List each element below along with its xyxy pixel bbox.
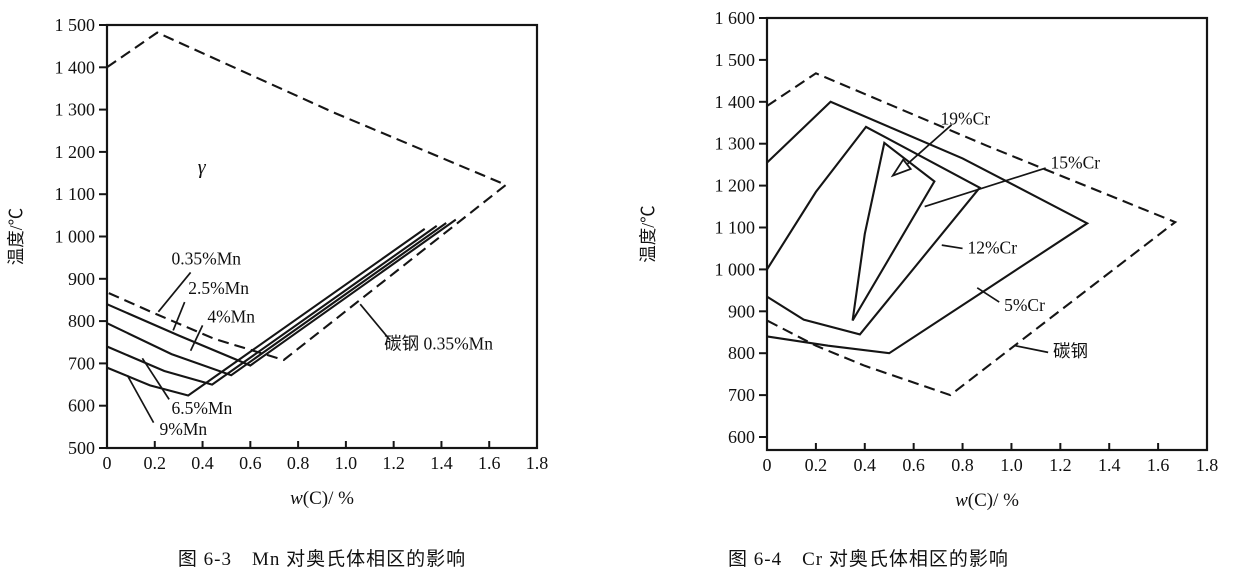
plot-border: [765, 16, 1209, 452]
annotation-label-2: 12%Cr: [967, 237, 1017, 257]
annotation-label-0: 19%Cr: [941, 109, 991, 129]
series-0-curve: [766, 72, 1178, 397]
x-tick-label: 0.2: [805, 455, 828, 475]
y-tick-label: 1 400: [715, 92, 756, 112]
annotation-label-1: 0.35%Mn: [172, 249, 242, 269]
annotation-leader-line: [1014, 344, 1049, 354]
annotation-leader-line: [976, 287, 1000, 303]
y-tick-label: 600: [68, 396, 95, 416]
series-4-curve: [106, 228, 426, 397]
annotation-leader-line: [924, 167, 1046, 208]
annotation-label-3: 4%Mn: [207, 307, 255, 327]
annotation-label-4: 6.5%Mn: [172, 398, 233, 418]
series-0-curve: [106, 31, 508, 362]
y-tick-label: 1 600: [715, 8, 756, 28]
x-tick-label: 1.6: [1147, 455, 1170, 475]
y-tick-label: 1 200: [715, 176, 756, 196]
annotation-arrowhead: [890, 158, 913, 178]
annotation-leader-line: [157, 271, 192, 313]
annotation-label-6: 碳钢 0.35%Mn: [384, 334, 493, 354]
series-2-curve: [766, 125, 982, 336]
y-tick-label: 1 300: [715, 134, 756, 154]
x-tick-label: 1.0: [335, 453, 358, 473]
annotation-label-3: 5%Cr: [1004, 295, 1045, 315]
annotation-leader-line: [141, 357, 170, 400]
y-tick-label: 700: [728, 385, 755, 405]
x-tick-label: 0.4: [854, 455, 877, 475]
y-tick-label: 500: [68, 438, 95, 458]
annotation-label-5: 9%Mn: [160, 419, 208, 439]
y-tick-label: 1 000: [715, 259, 756, 279]
annotation-leader-line: [359, 303, 391, 341]
y-axis-label: 温度/℃: [638, 205, 658, 262]
x-tick-label: 1.0: [1000, 455, 1023, 475]
annotation-label-4: 碳钢: [1053, 341, 1088, 361]
annotation-leader-line: [189, 324, 204, 352]
annotation-leader-line: [941, 244, 963, 250]
x-tick-label: 1.4: [1098, 455, 1121, 475]
x-tick-label: 1.6: [478, 453, 501, 473]
mn-austenite-phase-chart: 0 0.2 0.4 0.6 0.8 1.0 1.2 1.4 1.6 1.8 500 600 700 800…: [6, 15, 549, 509]
y-tick-label: 700: [68, 353, 95, 373]
series-1-curve: [106, 218, 457, 367]
x-tick-label: 0.4: [191, 453, 214, 473]
y-tick-label: 900: [728, 301, 755, 321]
series-3-curve: [851, 141, 936, 322]
annotation-label-0: γ: [198, 156, 207, 178]
x-tick-label: 0.6: [239, 453, 262, 473]
x-axis-label: w(C)/ %: [955, 490, 1019, 511]
x-tick-label: 0.8: [287, 453, 310, 473]
x-tick-label: 0.2: [144, 453, 167, 473]
y-tick-label: 900: [68, 269, 95, 289]
x-tick-label: 0: [763, 455, 772, 475]
y-tick-label: 1 500: [715, 50, 756, 70]
x-tick-label: 1.8: [526, 453, 549, 473]
cr-austenite-phase-chart: 0 0.2 0.4 0.6 0.8 1.0 1.2 1.4 1.6 1.8 600 700 800 900…: [638, 8, 1219, 511]
y-tick-label: 600: [728, 427, 755, 447]
x-tick-label: 1.8: [1196, 455, 1219, 475]
annotation-leader-line: [172, 301, 186, 331]
figure-6-4-caption: 图 6-4 Cr 对奥氏体相区的影响: [728, 549, 1009, 570]
x-tick-label: 1.4: [430, 453, 453, 473]
x-tick-label: 0: [103, 453, 112, 473]
annotation-label-2: 2.5%Mn: [188, 278, 249, 298]
y-tick-label: 1 200: [55, 142, 96, 162]
x-tick-label: 0.6: [902, 455, 925, 475]
x-tick-label: 1.2: [1049, 455, 1072, 475]
y-tick-label: 800: [728, 343, 755, 363]
y-tick-label: 1 000: [55, 227, 96, 247]
x-tick-label: 1.2: [382, 453, 405, 473]
y-tick-label: 1 400: [55, 57, 96, 77]
y-tick-label: 800: [68, 311, 95, 331]
figure-6-3-caption: 图 6-3 Mn 对奥氏体相区的影响: [177, 549, 467, 570]
x-axis-label: w(C)/ %: [290, 488, 354, 509]
series-1-curve: [766, 100, 1090, 355]
y-axis-label: 温度/℃: [6, 208, 26, 265]
plot-border: [105, 23, 539, 450]
annotation-leader-line: [906, 124, 953, 165]
y-tick-label: 1 300: [55, 100, 96, 120]
annotation-label-1: 15%Cr: [1051, 153, 1101, 173]
y-tick-label: 1 100: [715, 218, 756, 238]
x-tick-label: 0.8: [951, 455, 974, 475]
y-tick-label: 1 500: [55, 15, 96, 35]
series-3-curve: [106, 225, 438, 386]
annotation-leader-line: [126, 374, 155, 424]
y-tick-label: 1 100: [55, 184, 96, 204]
series-2-curve: [106, 222, 447, 377]
